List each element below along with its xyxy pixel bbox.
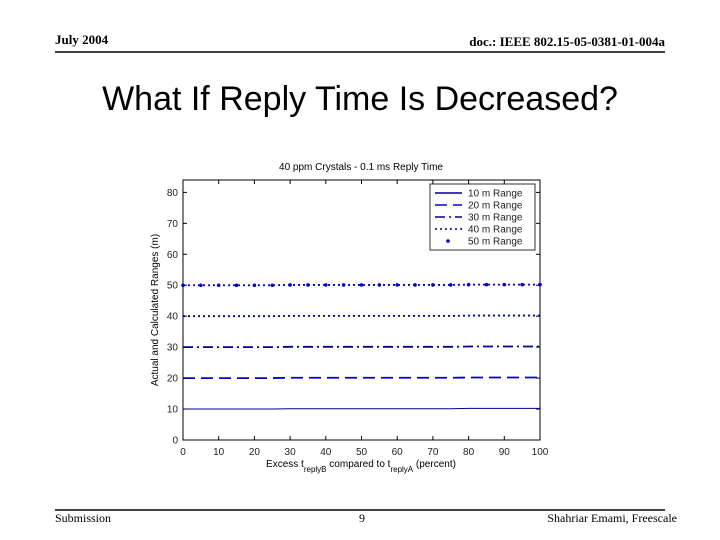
series-marker <box>377 283 382 287</box>
legend-label: 20 m Range <box>468 201 523 212</box>
x-tick-label: 50 <box>356 447 368 458</box>
x-tick-label: 80 <box>463 447 475 458</box>
series-marker <box>431 283 435 287</box>
x-tick-label: 0 <box>180 447 186 458</box>
series-line <box>183 376 540 379</box>
y-axis-label: Actual and Calculated Ranges (m) <box>150 234 161 386</box>
y-tick-label: 80 <box>167 188 179 199</box>
series-marker <box>199 283 203 288</box>
series-marker <box>324 283 328 287</box>
series-marker <box>395 283 400 287</box>
x-label-part: replyB <box>304 465 327 474</box>
y-tick-label: 20 <box>167 374 179 385</box>
series-marker <box>181 283 185 288</box>
y-tick-label: 40 <box>167 312 179 323</box>
series-marker <box>252 283 257 288</box>
series-marker <box>538 282 542 287</box>
x-tick-label: 90 <box>499 447 511 458</box>
x-label-part: compared to t <box>327 459 391 470</box>
x-tick-label: 70 <box>427 447 439 458</box>
series-marker <box>520 282 524 287</box>
y-tick-label: 70 <box>167 219 179 230</box>
footer-left: Submission <box>55 511 111 525</box>
y-tick-label: 30 <box>167 343 179 354</box>
y-tick-label: 10 <box>167 405 179 416</box>
x-label-part: Excess t <box>266 459 304 470</box>
legend-label: 30 m Range <box>468 213 523 224</box>
header-left: July 2004 <box>55 32 109 47</box>
chart: 40 ppm Crystals - 0.1 ms Reply Time Actu… <box>150 162 456 474</box>
footer-center: 9 <box>359 511 365 525</box>
x-tick-label: 60 <box>392 447 404 458</box>
series-marker <box>448 283 453 287</box>
legend-marker <box>446 239 450 243</box>
footer-right: Shahriar Emami, Freescale <box>547 511 677 525</box>
legend-label: 50 m Range <box>468 237 523 248</box>
header-right: doc.: IEEE 802.15-05-0381-01-004a <box>469 34 665 49</box>
series-marker <box>466 282 471 287</box>
legend-label: 10 m Range <box>468 189 523 200</box>
legend-label: 40 m Range <box>468 225 523 236</box>
x-tick-label: 30 <box>285 447 297 458</box>
x-tick-label: 40 <box>320 447 332 458</box>
slide-title: What If Reply Time Is Decreased? <box>102 80 618 118</box>
series-line <box>183 407 540 410</box>
y-tick-label: 60 <box>167 250 179 261</box>
chart-title: 40 ppm Crystals - 0.1 ms Reply Time <box>279 162 443 173</box>
x-tick-label: 20 <box>249 447 261 458</box>
y-tick-label: 0 <box>172 436 178 447</box>
series-marker <box>359 283 364 287</box>
x-label-part: (percent) <box>413 459 456 470</box>
x-label-part: replyA <box>390 465 413 474</box>
series-line <box>183 345 540 349</box>
y-tick-label: 50 <box>167 281 179 292</box>
series-marker <box>413 283 417 287</box>
series-marker <box>306 283 310 287</box>
x-tick-label: 10 <box>213 447 225 458</box>
x-axis-label: Excess treplyB compared to treplyA (perc… <box>266 459 456 474</box>
series-line <box>183 314 540 318</box>
series-marker <box>216 283 221 288</box>
legend-box <box>429 183 536 251</box>
series-marker <box>341 283 346 287</box>
series-marker <box>270 283 275 288</box>
series-marker <box>288 283 292 287</box>
x-tick-label: 100 <box>532 447 549 458</box>
series-marker <box>484 282 489 287</box>
series-marker <box>234 283 239 288</box>
series-marker <box>502 282 507 287</box>
